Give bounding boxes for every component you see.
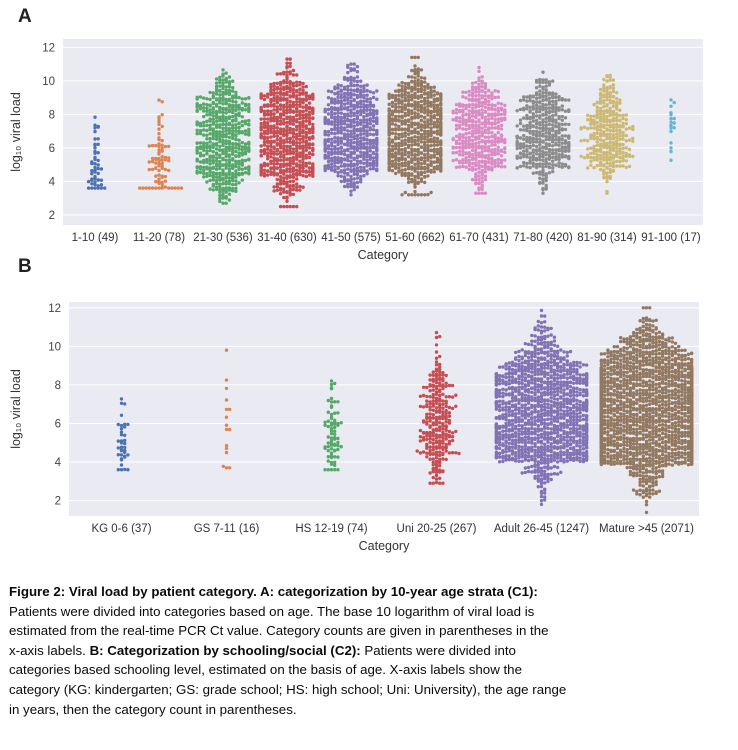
svg-text:71-80 (420): 71-80 (420)	[513, 232, 573, 244]
svg-text:6: 6	[49, 143, 55, 155]
svg-text:2: 2	[49, 210, 55, 222]
svg-text:8: 8	[49, 109, 55, 121]
svg-text:81-90 (314): 81-90 (314)	[577, 232, 637, 244]
svg-text:B: B	[18, 256, 32, 277]
svg-text:10: 10	[42, 76, 55, 88]
svg-text:91-100 (17): 91-100 (17)	[641, 232, 701, 244]
svg-text:21-30 (536): 21-30 (536)	[193, 232, 253, 244]
svg-text:61-70 (431): 61-70 (431)	[449, 232, 509, 244]
svg-text:12: 12	[42, 42, 55, 54]
svg-text:51-60 (662): 51-60 (662)	[385, 232, 445, 244]
svg-text:A: A	[18, 6, 32, 27]
svg-text:1-10 (49): 1-10 (49)	[72, 232, 119, 244]
svg-text:Category: Category	[358, 248, 409, 262]
svg-text:4: 4	[49, 176, 56, 188]
svg-text:41-50 (575): 41-50 (575)	[321, 232, 381, 244]
svg-text:log₁₀ viral load: log₁₀ viral load	[9, 92, 23, 172]
svg-text:31-40 (630): 31-40 (630)	[257, 232, 317, 244]
svg-text:11-20 (78): 11-20 (78)	[133, 232, 185, 244]
